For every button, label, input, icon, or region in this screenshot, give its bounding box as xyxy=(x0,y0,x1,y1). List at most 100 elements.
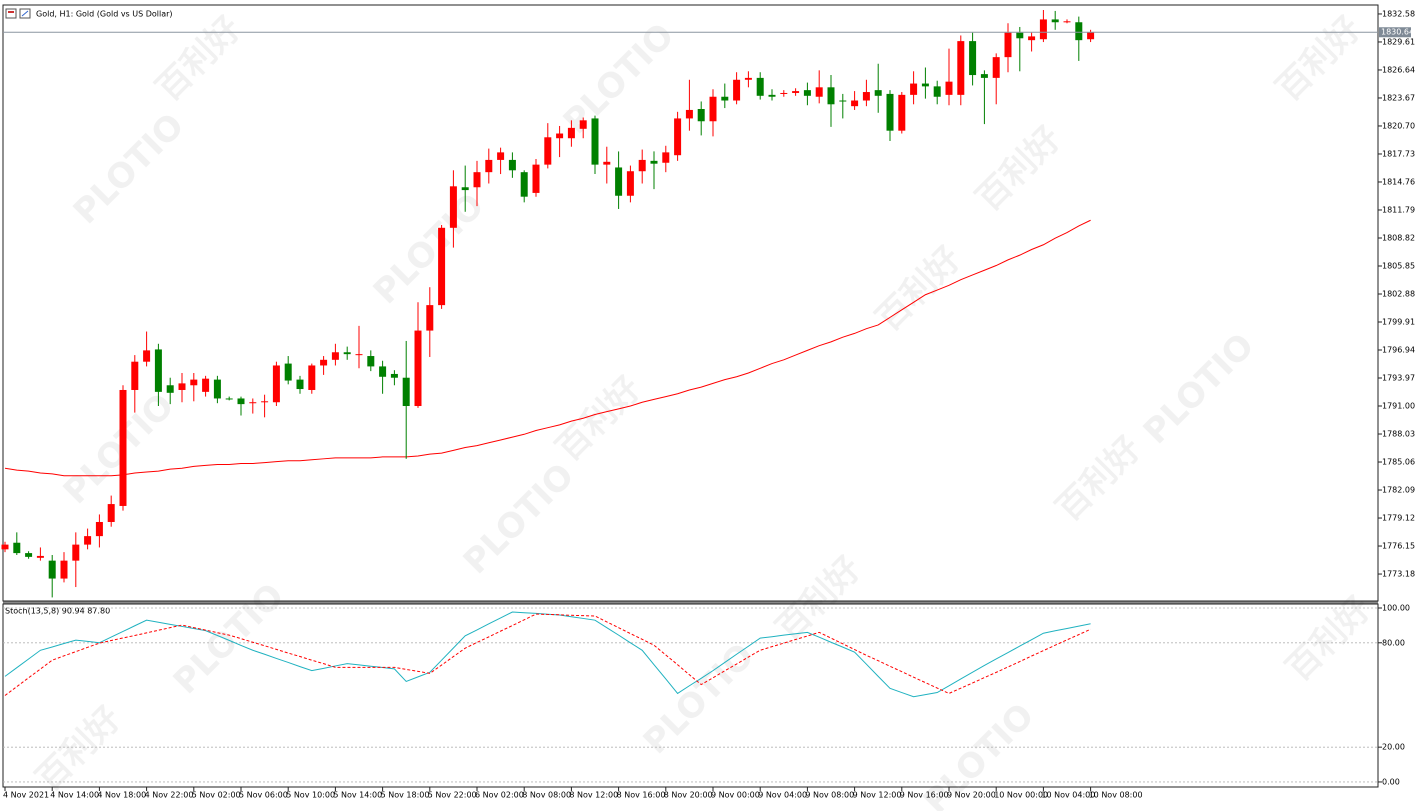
candle-body xyxy=(898,94,906,131)
x-tick-label: 10 Nov 08:00 xyxy=(1089,791,1143,800)
candle-body xyxy=(591,118,599,165)
x-tick-label: 10 Nov 04:00 xyxy=(1041,791,1095,800)
candle-body xyxy=(320,359,328,366)
candle-body xyxy=(390,373,398,378)
candle-body xyxy=(414,330,422,407)
x-tick-label: 9 Nov 00:00 xyxy=(711,791,760,800)
x-tick-label: 5 Nov 14:00 xyxy=(333,791,382,800)
candle-body xyxy=(1087,32,1095,40)
candle-body xyxy=(343,352,351,355)
candle-body xyxy=(367,356,375,367)
candle-body xyxy=(426,305,434,331)
x-tick-label: 8 Nov 16:00 xyxy=(617,791,666,800)
y-tick-label: 1811.79 xyxy=(1382,205,1415,214)
candle-body xyxy=(84,536,92,545)
candle-body xyxy=(992,57,1000,78)
y-tick-label: 1773.18 xyxy=(1382,570,1415,579)
candle-body xyxy=(154,349,162,392)
x-tick-label: 4 Nov 14:00 xyxy=(50,791,99,800)
candle-body xyxy=(449,186,457,228)
candle-body xyxy=(1,544,9,550)
candle-body xyxy=(355,354,363,356)
candle-body xyxy=(473,172,481,188)
icon-bar xyxy=(8,11,14,13)
x-tick-label: 9 Nov 16:00 xyxy=(900,791,949,800)
candle-body xyxy=(60,560,68,579)
candle-body xyxy=(95,521,103,537)
candle-body xyxy=(48,560,56,579)
x-tick-label: 5 Nov 18:00 xyxy=(381,791,430,800)
candle-body xyxy=(1063,21,1071,23)
x-tick-label: 5 Nov 22:00 xyxy=(428,791,477,800)
candle-body xyxy=(508,159,516,171)
y-tick-label: 1817.73 xyxy=(1382,149,1415,158)
candle-body xyxy=(461,187,469,191)
y-tick-label: 1776.15 xyxy=(1382,542,1415,551)
y-tick-label: 1823.67 xyxy=(1382,93,1415,102)
x-tick-label: 9 Nov 08:00 xyxy=(805,791,854,800)
x-tick-label: 9 Nov 04:00 xyxy=(758,791,807,800)
candle-body xyxy=(497,152,505,160)
candle-body xyxy=(744,77,752,80)
icon-box xyxy=(5,8,17,19)
candle-body xyxy=(485,159,493,173)
x-tick-label: 6 Nov 02:00 xyxy=(475,791,524,800)
candle-body xyxy=(72,544,80,561)
candle-body xyxy=(143,350,151,362)
candle-body xyxy=(803,90,811,96)
indicator-title: Stoch(13,5,8) 90.94 87.80 xyxy=(5,607,110,616)
candle-body xyxy=(237,398,245,405)
y-tick-label: 1802.88 xyxy=(1382,289,1415,298)
candle-body xyxy=(756,77,764,96)
candle-body xyxy=(839,100,847,102)
x-tick-label: 4 Nov 2021 xyxy=(3,791,49,800)
candle-body xyxy=(213,379,221,399)
candle-body xyxy=(13,542,21,554)
x-tick-label: 8 Nov 12:00 xyxy=(569,791,618,800)
candle-body xyxy=(119,389,127,506)
candle-body xyxy=(674,118,682,156)
y-tick-label: 1832.58 xyxy=(1382,9,1415,18)
x-tick-label: 5 Nov 10:00 xyxy=(286,791,335,800)
candle-body xyxy=(685,109,693,119)
candle-body xyxy=(131,361,139,390)
candle-body xyxy=(768,94,776,97)
candle-body xyxy=(615,167,623,196)
candle-body xyxy=(626,171,634,196)
candle-body xyxy=(261,401,269,403)
stoch-panel xyxy=(2,603,1379,788)
chart-title: Gold, H1: Gold (Gold vs US Dollar) xyxy=(36,10,173,19)
x-tick-label: 5 Nov 02:00 xyxy=(192,791,241,800)
candle-body xyxy=(980,74,988,78)
y-tick-label: 100.00 xyxy=(1382,604,1410,613)
candle-body xyxy=(733,79,741,101)
main-panel xyxy=(2,4,1379,602)
candle-body xyxy=(308,365,316,390)
y-tick-label: 0.00 xyxy=(1382,777,1400,786)
candle-body xyxy=(272,365,280,403)
icon-line xyxy=(21,10,29,17)
candle-body xyxy=(190,379,198,386)
candle-body xyxy=(721,96,729,101)
candle-body xyxy=(662,152,670,163)
candle-body xyxy=(532,164,540,193)
candle-body xyxy=(379,366,387,377)
candle-body xyxy=(886,93,894,131)
x-tick-label: 8 Nov 20:00 xyxy=(664,791,713,800)
candle-body xyxy=(520,172,528,197)
candle-body xyxy=(874,90,882,96)
candle-body xyxy=(178,383,186,390)
y-tick-label: 1796.94 xyxy=(1382,346,1415,355)
candle-body xyxy=(107,504,115,522)
candle-body xyxy=(933,86,941,97)
x-tick-label: 10 Nov 00:00 xyxy=(994,791,1048,800)
y-tick-label: 1791.00 xyxy=(1382,402,1415,411)
candle-body xyxy=(544,137,552,165)
candle-body xyxy=(567,127,575,139)
chart-icon xyxy=(5,8,31,19)
y-tick-label: 1782.09 xyxy=(1382,486,1415,495)
candle-body xyxy=(579,120,587,129)
y-tick-label: 20.00 xyxy=(1382,743,1405,752)
candle-body xyxy=(402,377,410,407)
